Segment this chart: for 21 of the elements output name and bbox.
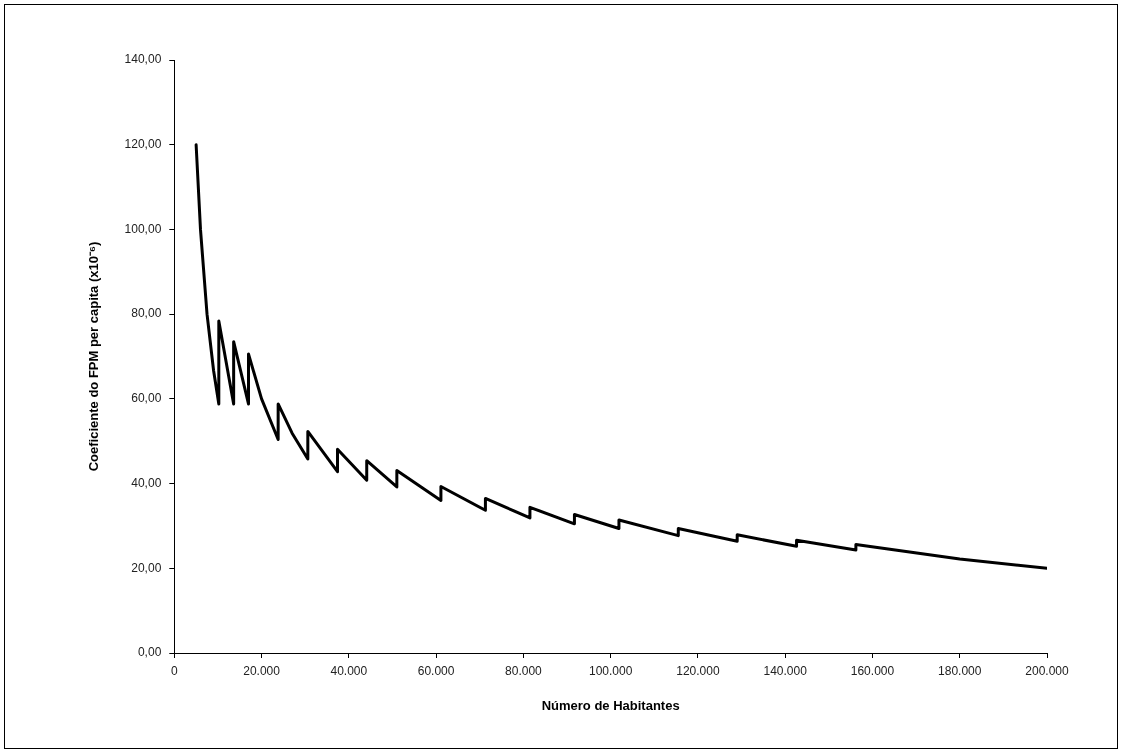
x-tick-label: 60.000 (417, 663, 455, 678)
y-tick-label: 40,00 (131, 475, 162, 490)
x-tick-label: 20.000 (243, 663, 281, 678)
y-tick-label: 120,00 (124, 137, 162, 152)
x-tick-label: 180.000 (938, 663, 982, 678)
x-tick-label: 120.000 (676, 663, 720, 678)
y-tick-label: 140,00 (124, 52, 162, 67)
x-tick-label: 100.000 (588, 663, 633, 678)
x-tick-label: 0 (170, 663, 178, 678)
y-tick-label: 80,00 (131, 306, 162, 321)
y-axis-title: Coeficiente do FPM per capita (x10⁻⁶) (86, 241, 102, 472)
x-tick-label: 140.000 (763, 663, 808, 678)
x-tick-label: 40.000 (330, 663, 368, 678)
y-tick-label: 60,00 (131, 391, 162, 406)
x-axis-title: Número de Habitantes (541, 697, 680, 713)
x-tick-label: 80.000 (505, 663, 543, 678)
y-tick-label: 100,00 (124, 221, 162, 236)
x-tick-label: 160.000 (850, 663, 895, 678)
y-tick-label: 20,00 (131, 560, 162, 575)
x-tick-label: 200.000 (1025, 663, 1070, 678)
y-tick-label: 0,00 (137, 645, 162, 660)
